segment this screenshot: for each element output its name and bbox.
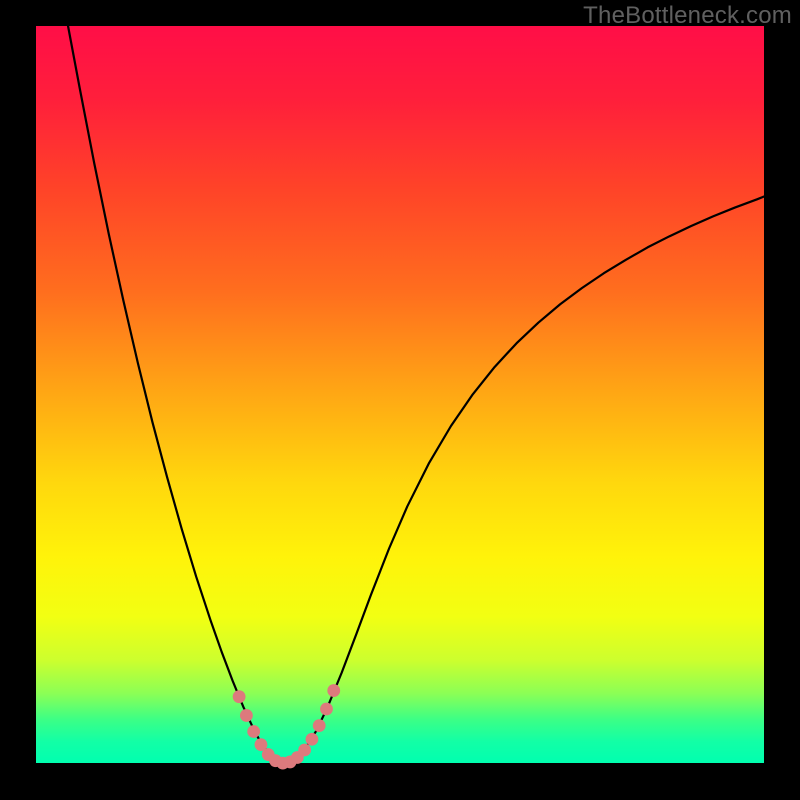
chart-stage: TheBottleneck.com <box>0 0 800 800</box>
marker-dot <box>240 709 253 722</box>
marker-dot <box>327 684 340 697</box>
chart-svg <box>0 0 800 800</box>
marker-dot <box>313 719 326 732</box>
marker-dot <box>233 690 246 703</box>
marker-dot <box>320 703 333 716</box>
marker-dot <box>298 744 311 757</box>
marker-dot <box>247 725 260 738</box>
marker-dot <box>306 733 319 746</box>
watermark-text: TheBottleneck.com <box>583 2 792 30</box>
